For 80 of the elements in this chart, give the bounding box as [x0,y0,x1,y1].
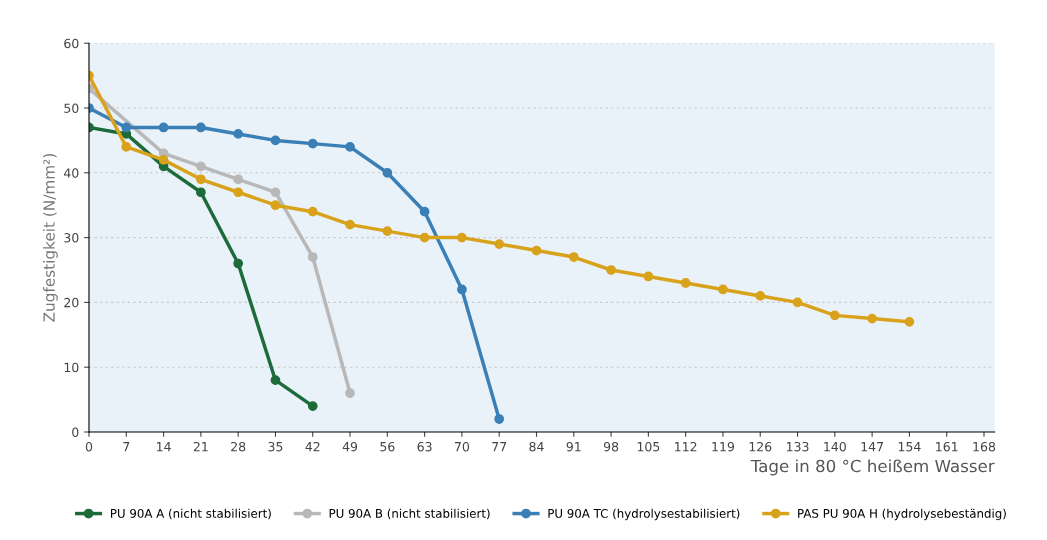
x-tick-label: 7 [123,442,130,452]
point [419,206,430,217]
y-tick-label: 30 [64,233,79,243]
point [345,219,355,230]
point [345,142,355,152]
point [270,375,281,386]
x-tick-label: 168 [973,441,996,452]
legend-label: PU 90A A (nicht stabilisiert) [110,508,271,520]
x-tick-label: 21 [193,441,208,452]
point [494,414,505,424]
legend-label: PAS PU 90A H (hydrolysebeständig) [798,508,1006,521]
point [307,206,318,217]
x-tick-label: 63 [417,441,432,452]
x-tick-label: 161 [936,441,958,452]
point [307,138,318,149]
x-tick-label: 70 [454,441,470,452]
point [867,313,877,324]
point [457,284,467,295]
x-tick-label: 49 [342,441,358,452]
point [568,252,579,262]
legend-label: PU 90A TC (hydrolysestabilisiert) [548,508,740,521]
x-tick-label: 91 [566,441,581,452]
point [382,167,393,178]
x-tick-label: 98 [603,441,619,452]
x-tick-label: 77 [492,442,507,452]
x-tick-label: 56 [380,441,395,452]
point [233,258,244,269]
x-tick-label: 147 [861,442,883,452]
point [233,187,244,198]
x-tick-label: 35 [268,441,283,452]
point [680,278,691,288]
point [643,271,654,282]
x-axis-title: Tage in 80 °C heißem Wasser [750,459,995,476]
point [457,232,467,243]
point [270,135,281,146]
y-tick-label: 10 [64,362,79,373]
point [233,129,244,139]
point [494,239,505,249]
x-tick-label: 84 [529,441,544,452]
point [158,154,169,165]
point [270,187,281,198]
point [829,310,840,321]
x-tick-label: 28 [231,441,246,452]
point [158,122,169,133]
x-tick-label: 42 [305,441,320,452]
point [307,401,318,411]
point [382,226,393,236]
legend-label: PU 90A B (nicht stabilisiert) [329,508,490,520]
point [345,388,355,398]
x-tick-label: 105 [637,441,660,452]
y-tick-label: 20 [64,297,79,308]
y-tick-label: 50 [64,103,79,113]
point [904,316,915,327]
point [718,284,728,295]
point [755,291,766,301]
point [196,187,206,198]
x-tick-label: 0 [85,441,93,452]
point [419,232,430,243]
y-tick-label: 40 [63,168,79,178]
point [196,161,206,172]
point [196,122,206,133]
y-tick-label: 0 [72,427,79,437]
x-tick-label: 112 [675,441,697,452]
point [792,297,803,308]
x-tick-label: 133 [786,441,809,452]
x-tick-label: 14 [157,442,171,452]
point [196,174,206,185]
point [121,122,132,133]
x-tick-label: 154 [898,442,921,452]
y-axis-title: Zugfestigkeit (N/mm²) [43,154,58,322]
point [606,265,616,275]
point [270,200,281,211]
point [233,174,244,185]
x-tick-label: 119 [712,441,734,452]
point [531,245,542,256]
point [121,142,132,152]
y-tick-label: 60 [64,38,79,49]
x-tick-label: 126 [749,441,772,452]
point [307,252,318,262]
x-tick-label: 140 [824,441,846,452]
